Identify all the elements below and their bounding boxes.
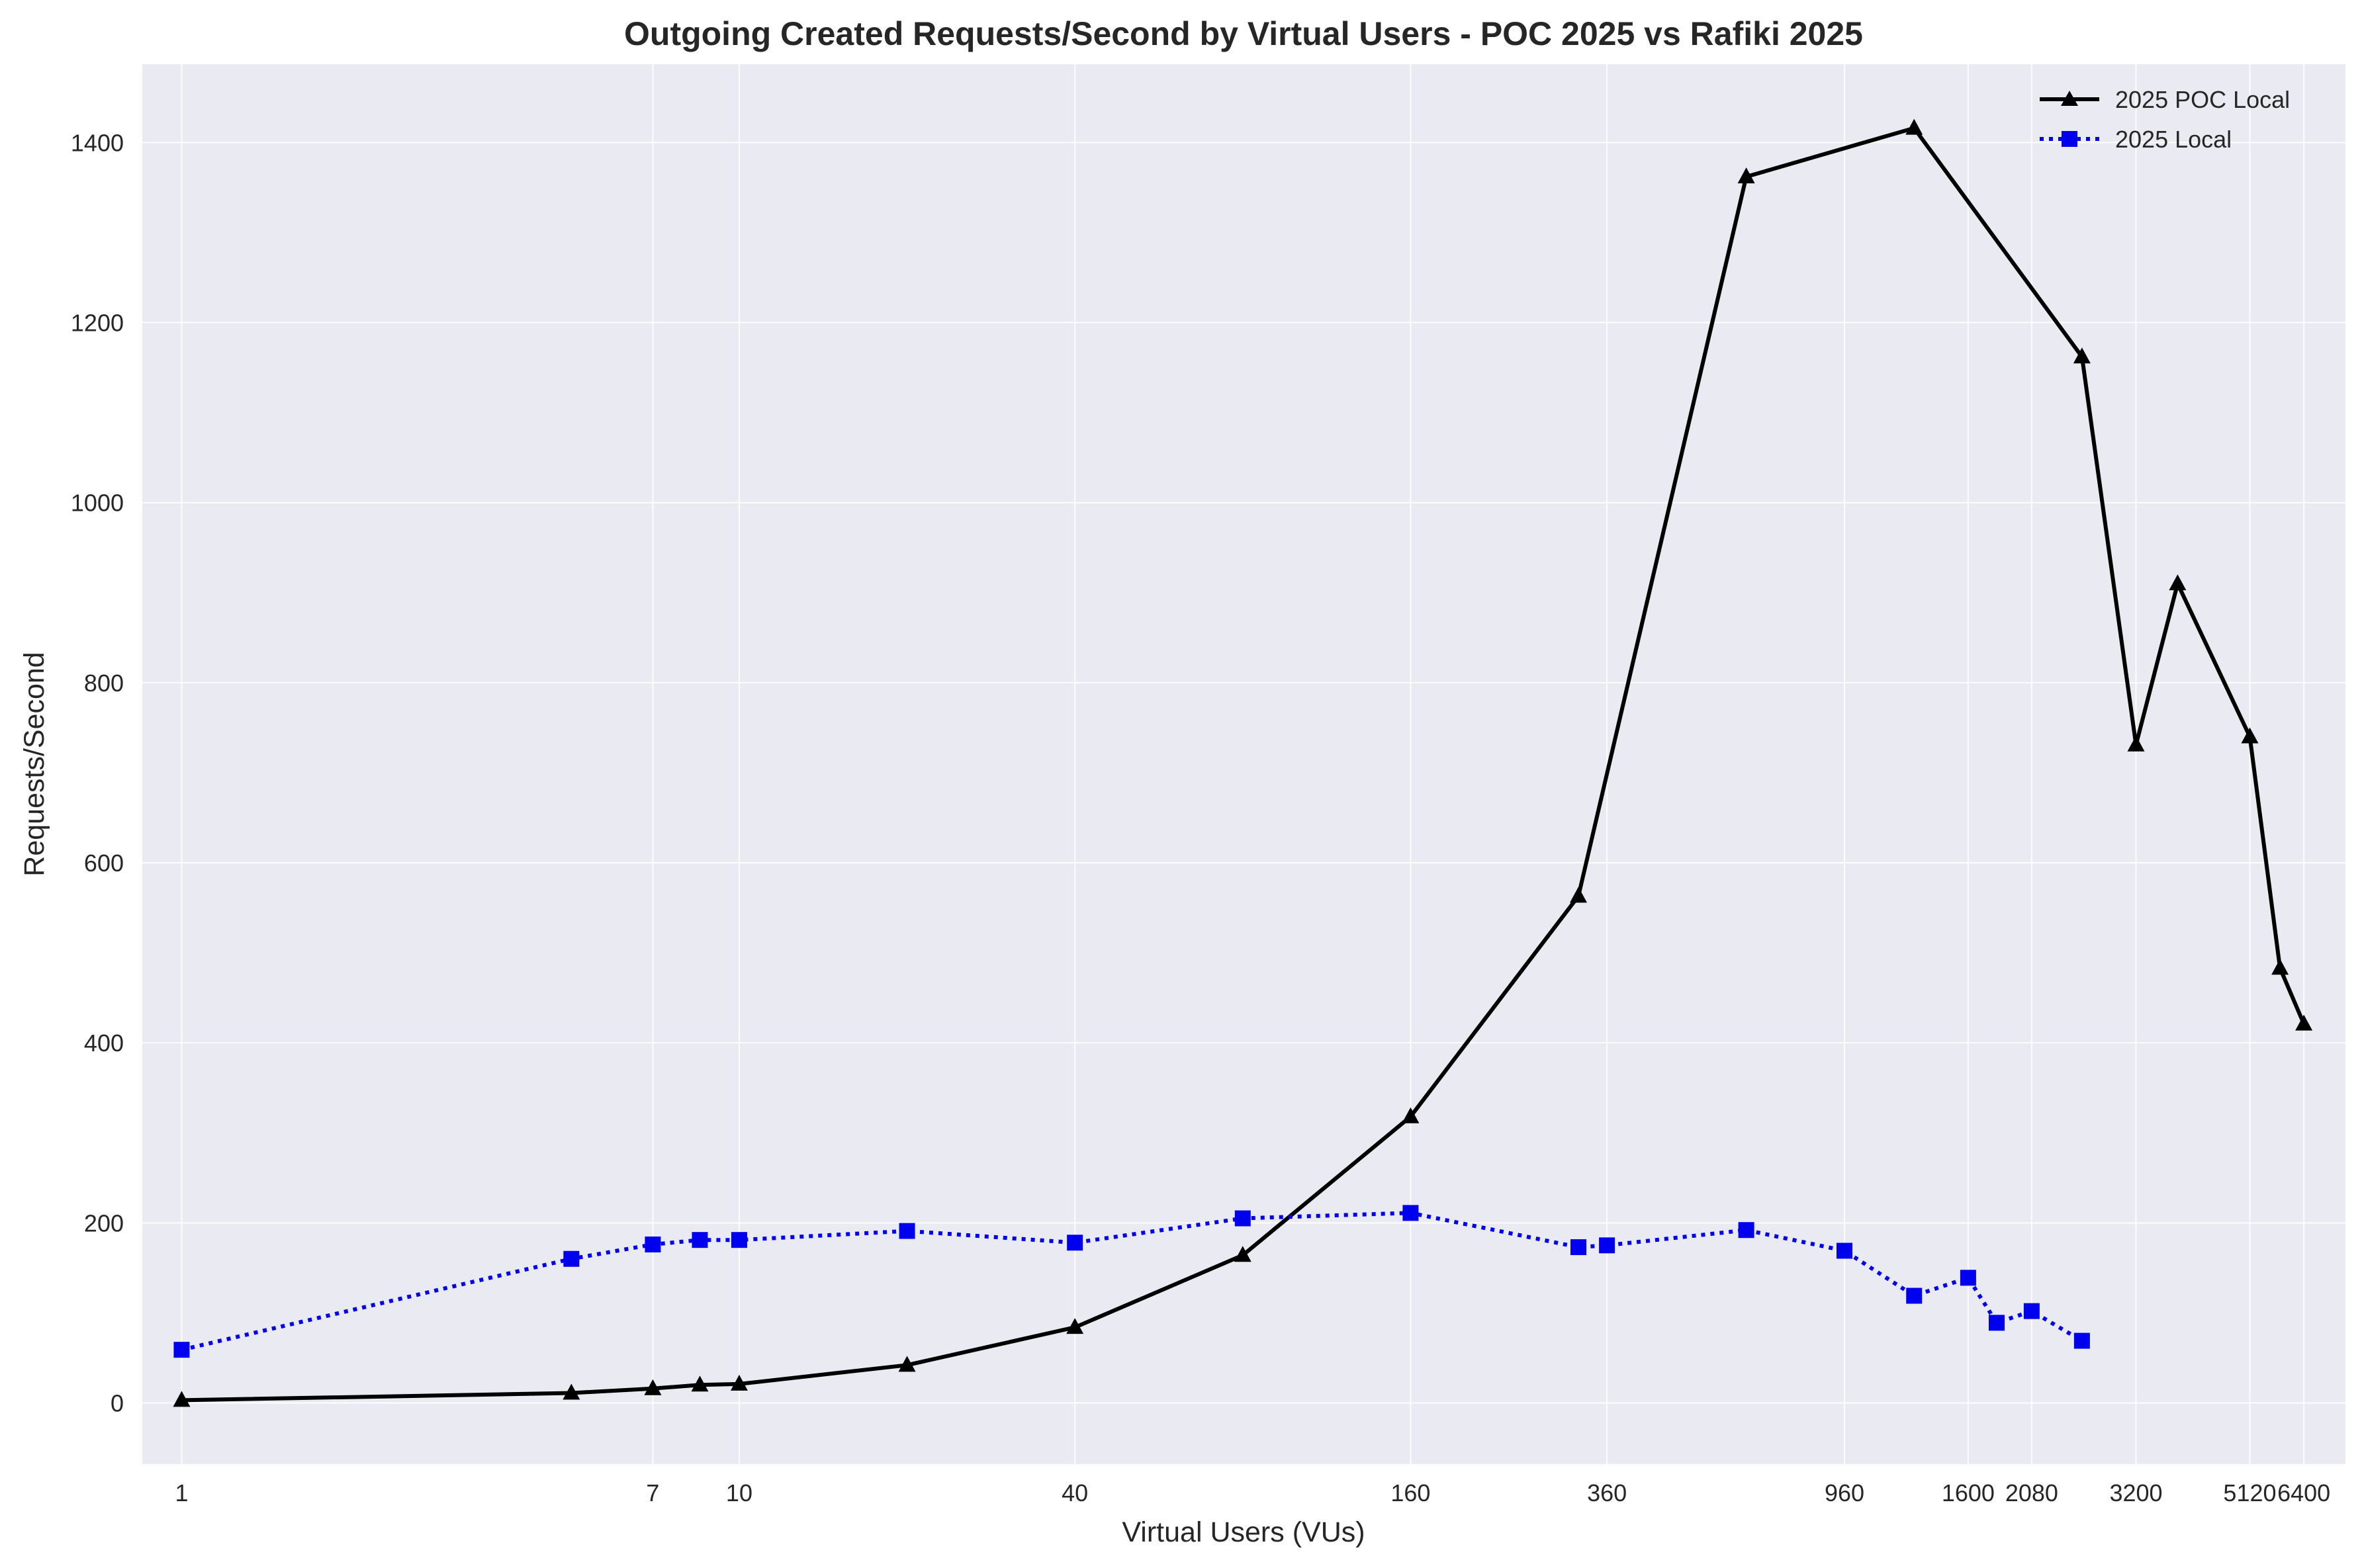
y-tick-label: 800 [84, 670, 124, 697]
data-point [1906, 1287, 1923, 1304]
data-point [1988, 1315, 2005, 1331]
y-axis-label: Requests/Second [19, 652, 50, 876]
series-0 [173, 118, 2313, 1407]
data-point [692, 1232, 708, 1248]
x-tick-label: 3200 [2109, 1479, 2162, 1506]
legend: 2025 POC Local 2025 Local [2040, 86, 2290, 153]
data-point [1066, 1318, 1084, 1334]
x-tick-label: 2080 [2005, 1479, 2058, 1506]
tick-layer: 0 200 400 600 800 1000 1200 1400 1 7 10 40 160 360 960… [71, 129, 2330, 1506]
series-1 [173, 1205, 2090, 1358]
data-point [563, 1383, 580, 1400]
series-layer [173, 118, 2313, 1407]
grid-layer [142, 64, 2345, 1464]
data-point [2073, 347, 2091, 364]
y-tick-label: 400 [84, 1029, 124, 1057]
legend-marker-local [2062, 131, 2077, 147]
x-tick-label: 160 [1390, 1479, 1430, 1506]
x-tick-label: 5120 [2223, 1479, 2276, 1506]
data-point [2241, 727, 2259, 744]
x-tick-label: 360 [1587, 1479, 1627, 1506]
data-point [173, 1342, 190, 1358]
data-point [173, 1391, 191, 1407]
x-tick-label: 960 [1825, 1479, 1864, 1506]
legend-label-poc: 2025 POC Local [2115, 86, 2290, 113]
plot-area-background [142, 64, 2345, 1464]
data-point [1599, 1237, 1615, 1254]
data-point [691, 1375, 709, 1392]
data-point [2169, 574, 2187, 591]
y-tick-label: 200 [84, 1209, 124, 1237]
data-point [1960, 1270, 1976, 1286]
data-point [1570, 887, 1588, 903]
data-point [1738, 1222, 1754, 1239]
legend-marker-poc [2061, 91, 2078, 106]
data-point [1234, 1246, 1251, 1262]
data-point [2023, 1303, 2040, 1319]
chart-title: Outgoing Created Requests/Second by Virt… [624, 15, 1863, 52]
data-point [731, 1232, 747, 1248]
data-point [1570, 1239, 1587, 1256]
data-point [899, 1223, 915, 1239]
data-point [1836, 1242, 1852, 1259]
x-tick-label: 6400 [2277, 1479, 2330, 1506]
x-tick-label: 10 [726, 1479, 752, 1506]
data-point [2073, 1332, 2090, 1349]
data-point [1402, 1107, 1420, 1123]
data-point [730, 1374, 748, 1391]
legend-label-local: 2025 Local [2115, 126, 2232, 153]
data-point [563, 1250, 580, 1267]
data-point [645, 1236, 661, 1252]
data-point [1234, 1210, 1251, 1227]
data-point [1402, 1205, 1419, 1221]
data-point [1067, 1235, 1083, 1251]
y-tick-label: 0 [111, 1389, 124, 1416]
y-tick-label: 600 [84, 849, 124, 877]
data-point [644, 1379, 662, 1395]
y-tick-label: 1200 [71, 310, 124, 337]
data-point [1905, 118, 1923, 135]
series-line-0 [181, 126, 2306, 1403]
data-point [898, 1356, 916, 1372]
x-tick-label: 40 [1062, 1479, 1088, 1506]
y-tick-label: 1400 [71, 129, 124, 156]
x-axis-label: Virtual Users (VUs) [1122, 1516, 1365, 1548]
data-point [2295, 1014, 2313, 1031]
x-tick-label: 1 [175, 1479, 188, 1506]
x-tick-label: 1600 [1942, 1479, 1995, 1506]
data-point [2271, 959, 2289, 975]
x-tick-label: 7 [646, 1479, 659, 1506]
data-point [1737, 167, 1755, 184]
data-point [2127, 735, 2145, 752]
y-tick-label: 1000 [71, 490, 124, 517]
